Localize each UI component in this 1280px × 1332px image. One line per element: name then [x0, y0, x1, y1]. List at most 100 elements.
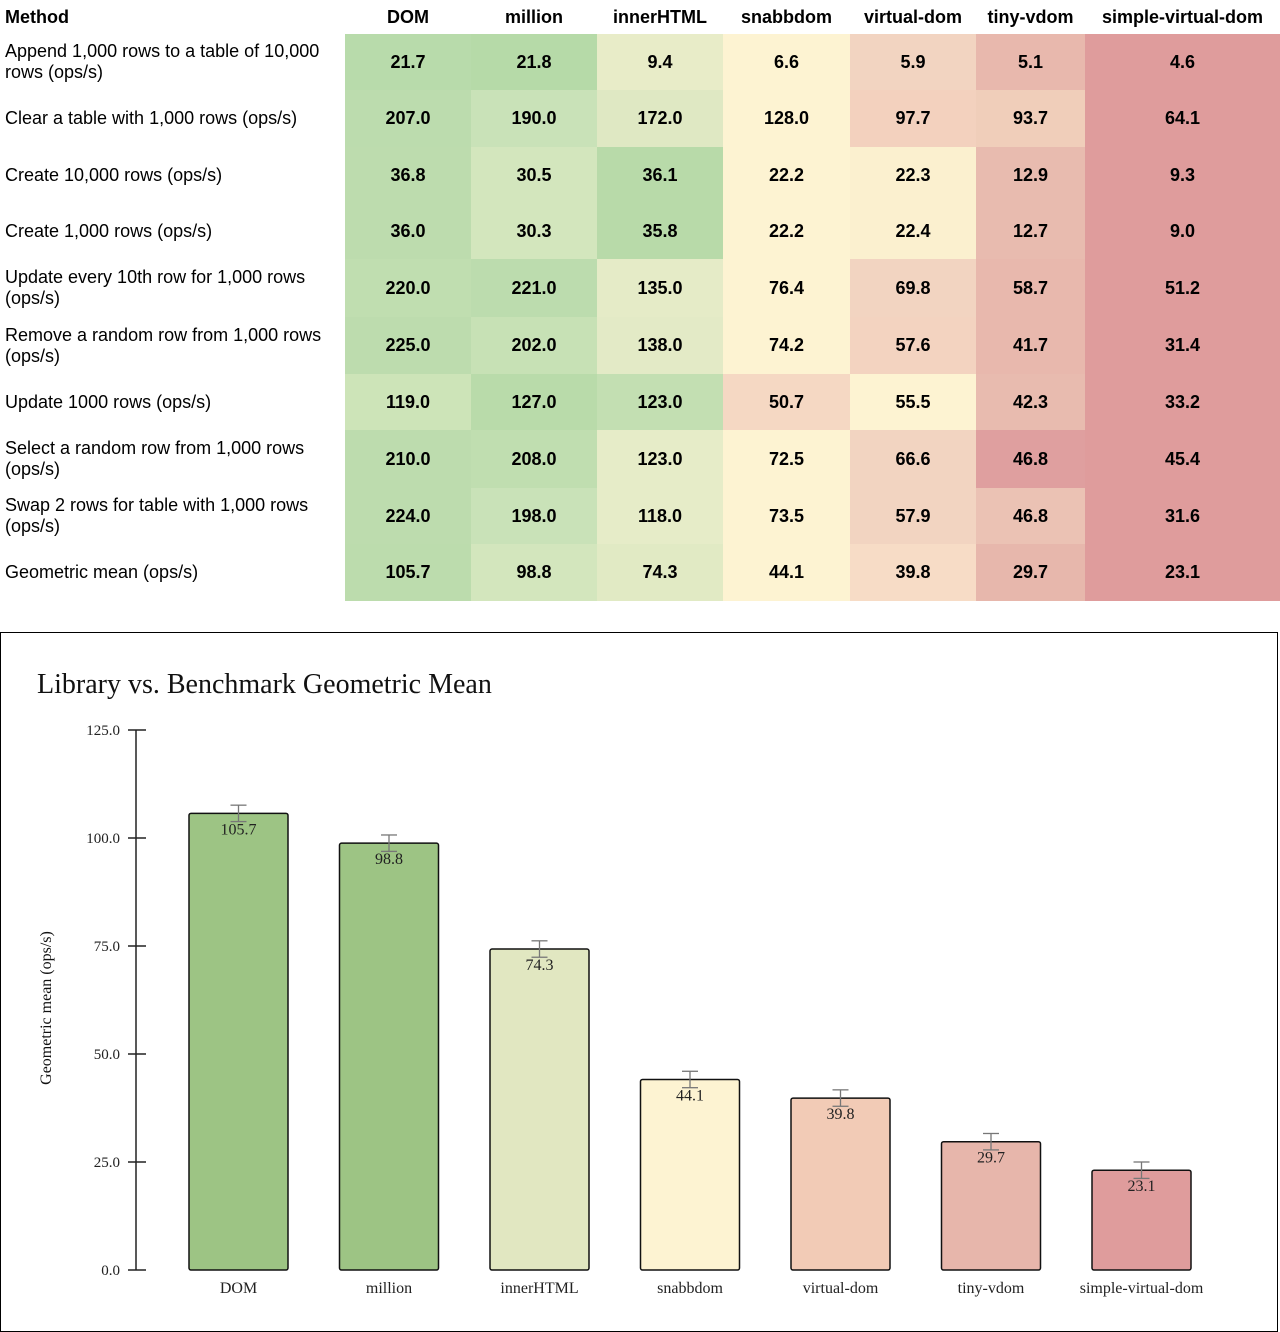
value-cell: 98.8 — [471, 544, 597, 601]
value-cell: 198.0 — [471, 488, 597, 544]
bar-chart: Library vs. Benchmark Geometric Mean Geo… — [37, 669, 1204, 1297]
chart-title: Library vs. Benchmark Geometric Mean — [37, 669, 492, 700]
column-header-tiny-vdom: tiny-vdom — [976, 0, 1085, 34]
value-cell: 36.1 — [597, 147, 723, 203]
chart-panel: Library vs. Benchmark Geometric Mean Geo… — [0, 632, 1278, 1332]
value-cell: 30.3 — [471, 203, 597, 259]
value-cell: 58.7 — [976, 259, 1085, 317]
value-cell: 118.0 — [597, 488, 723, 544]
value-cell: 42.3 — [976, 374, 1085, 430]
bar-value-label: 98.8 — [375, 851, 403, 868]
value-cell: 9.3 — [1085, 147, 1280, 203]
value-cell: 41.7 — [976, 317, 1085, 374]
table-row: Update every 10th row for 1,000 rows (op… — [0, 259, 1280, 317]
method-column-header: Method — [0, 0, 345, 34]
value-cell: 57.9 — [850, 488, 976, 544]
x-tick-label: DOM — [220, 1280, 257, 1297]
column-header-virtual-dom: virtual-dom — [850, 0, 976, 34]
value-cell: 208.0 — [471, 430, 597, 488]
bar-million — [338, 842, 440, 1271]
method-cell: Geometric mean (ops/s) — [0, 544, 345, 601]
value-cell: 57.6 — [850, 317, 976, 374]
table-row: Update 1000 rows (ops/s) 119.0 127.0 123.0 5… — [0, 374, 1280, 430]
table-row: Create 10,000 rows (ops/s) 36.8 30.5 36.1 22… — [0, 147, 1280, 203]
value-cell: 30.5 — [471, 147, 597, 203]
value-cell: 4.6 — [1085, 34, 1280, 90]
value-cell: 74.3 — [597, 544, 723, 601]
method-cell: Remove a random row from 1,000 rows (ops… — [0, 317, 345, 374]
value-cell: 93.7 — [976, 90, 1085, 147]
value-cell: 22.3 — [850, 147, 976, 203]
value-cell: 76.4 — [723, 259, 850, 317]
y-tick-label: 50.0 — [94, 1047, 120, 1063]
column-header-snabbdom: snabbdom — [723, 0, 850, 34]
bar-value-label: 29.7 — [977, 1150, 1005, 1167]
value-cell: 207.0 — [345, 90, 471, 147]
value-cell: 12.9 — [976, 147, 1085, 203]
column-header-dom: DOM — [345, 0, 471, 34]
value-cell: 135.0 — [597, 259, 723, 317]
x-axis-labels: DOM million innerHTML snabbdom virtual-dom ti… — [220, 1280, 1204, 1297]
value-cell: 138.0 — [597, 317, 723, 374]
table-row: Swap 2 rows for table with 1,000 rows (o… — [0, 488, 1280, 544]
value-cell: 46.8 — [976, 488, 1085, 544]
bar-value-label: 74.3 — [526, 957, 554, 974]
method-cell: Update 1000 rows (ops/s) — [0, 374, 345, 430]
bar-snabbdom — [639, 1078, 741, 1271]
value-cell: 97.7 — [850, 90, 976, 147]
value-cell: 31.4 — [1085, 317, 1280, 374]
value-cell: 35.8 — [597, 203, 723, 259]
x-tick-label: innerHTML — [500, 1280, 578, 1297]
value-cell: 50.7 — [723, 374, 850, 430]
table-row: Select a random row from 1,000 rows (ops… — [0, 430, 1280, 488]
value-cell: 55.5 — [850, 374, 976, 430]
column-header-simple-virtual-dom: simple-virtual-dom — [1085, 0, 1280, 34]
value-cell: 172.0 — [597, 90, 723, 147]
value-cell: 36.8 — [345, 147, 471, 203]
bars: 105.7 98.8 74.3 44.1 39.8 29.7 23.1 — [188, 804, 1192, 1271]
y-tick-label: 125.0 — [86, 723, 120, 739]
table-row: Create 1,000 rows (ops/s) 36.0 30.3 35.8 22.… — [0, 203, 1280, 259]
value-cell: 128.0 — [723, 90, 850, 147]
value-cell: 51.2 — [1085, 259, 1280, 317]
value-cell: 6.6 — [723, 34, 850, 90]
method-cell: Create 10,000 rows (ops/s) — [0, 147, 345, 203]
bar-value-label: 105.7 — [221, 821, 257, 838]
value-cell: 72.5 — [723, 430, 850, 488]
bar-DOM — [188, 812, 289, 1271]
x-tick-label: snabbdom — [657, 1280, 723, 1297]
value-cell: 46.8 — [976, 430, 1085, 488]
method-cell: Update every 10th row for 1,000 rows (op… — [0, 259, 345, 317]
value-cell: 31.6 — [1085, 488, 1280, 544]
value-cell: 12.7 — [976, 203, 1085, 259]
x-tick-label: simple-virtual-dom — [1080, 1280, 1204, 1297]
table-row: Clear a table with 1,000 rows (ops/s) 207… — [0, 90, 1280, 147]
bar-virtual-dom — [790, 1097, 891, 1271]
method-cell: Append 1,000 rows to a table of 10,000 r… — [0, 34, 345, 90]
value-cell: 73.5 — [723, 488, 850, 544]
method-cell: Swap 2 rows for table with 1,000 rows (o… — [0, 488, 345, 544]
value-cell: 9.0 — [1085, 203, 1280, 259]
value-cell: 23.1 — [1085, 544, 1280, 601]
value-cell: 127.0 — [471, 374, 597, 430]
value-cell: 224.0 — [345, 488, 471, 544]
y-axis: 0.0 25.0 50.0 75.0 100.0 125.0 — [86, 723, 146, 1279]
value-cell: 5.1 — [976, 34, 1085, 90]
value-cell: 22.2 — [723, 147, 850, 203]
bar-value-label: 23.1 — [1128, 1178, 1156, 1195]
value-cell: 221.0 — [471, 259, 597, 317]
value-cell: 123.0 — [597, 430, 723, 488]
value-cell: 66.6 — [850, 430, 976, 488]
value-cell: 29.7 — [976, 544, 1085, 601]
table-row: Append 1,000 rows to a table of 10,000 r… — [0, 34, 1280, 90]
value-cell: 33.2 — [1085, 374, 1280, 430]
value-cell: 64.1 — [1085, 90, 1280, 147]
x-tick-label: tiny-vdom — [958, 1280, 1025, 1297]
value-cell: 202.0 — [471, 317, 597, 374]
value-cell: 225.0 — [345, 317, 471, 374]
column-header-million: million — [471, 0, 597, 34]
method-cell: Select a random row from 1,000 rows (ops… — [0, 430, 345, 488]
x-tick-label: virtual-dom — [803, 1280, 879, 1297]
value-cell: 22.2 — [723, 203, 850, 259]
bar-innerHTML — [489, 948, 590, 1271]
